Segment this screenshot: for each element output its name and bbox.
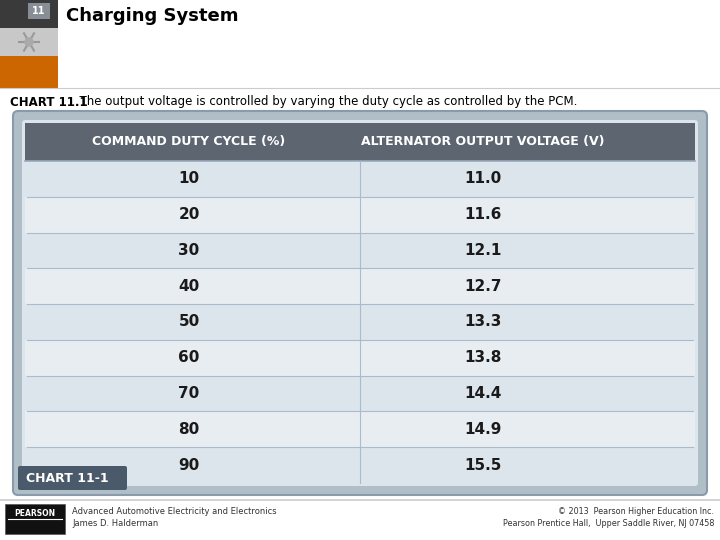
Circle shape [25,38,33,46]
Text: 80: 80 [179,422,199,437]
Text: CHART 11-1: CHART 11-1 [26,471,109,484]
Text: 11: 11 [32,6,46,16]
FancyBboxPatch shape [5,504,65,534]
Text: 70: 70 [179,386,199,401]
FancyBboxPatch shape [13,111,707,495]
Text: 40: 40 [179,279,199,294]
FancyBboxPatch shape [25,304,695,340]
Text: 12.1: 12.1 [464,243,502,258]
Text: 60: 60 [179,350,199,365]
Text: 15.5: 15.5 [464,457,502,472]
FancyBboxPatch shape [25,340,695,376]
Text: 10: 10 [179,171,199,186]
Text: 11.0: 11.0 [464,171,502,186]
Text: ALTERNATOR OUTPUT VOLTAGE (V): ALTERNATOR OUTPUT VOLTAGE (V) [361,136,605,148]
FancyBboxPatch shape [25,161,695,197]
FancyBboxPatch shape [22,120,698,486]
FancyBboxPatch shape [25,233,695,268]
Text: © 2013  Pearson Higher Education Inc.: © 2013 Pearson Higher Education Inc. [558,508,714,516]
FancyBboxPatch shape [25,123,695,161]
FancyBboxPatch shape [0,56,58,88]
Text: Pearson Prentice Hall,  Upper Saddle River, NJ 07458: Pearson Prentice Hall, Upper Saddle Rive… [503,519,714,529]
FancyBboxPatch shape [25,197,695,233]
Text: 30: 30 [179,243,199,258]
Text: 13.8: 13.8 [464,350,502,365]
Text: 50: 50 [179,314,199,329]
Text: The output voltage is controlled by varying the duty cycle as controlled by the : The output voltage is controlled by vary… [72,96,577,109]
Text: 90: 90 [179,457,199,472]
Text: PEARSON: PEARSON [14,510,55,518]
Text: COMMAND DUTY CYCLE (%): COMMAND DUTY CYCLE (%) [92,136,286,148]
Text: 14.4: 14.4 [464,386,502,401]
Text: Advanced Automotive Electricity and Electronics: Advanced Automotive Electricity and Elec… [72,508,276,516]
FancyBboxPatch shape [0,28,58,56]
Text: 12.7: 12.7 [464,279,502,294]
FancyBboxPatch shape [18,466,127,490]
Text: CHART 11.1: CHART 11.1 [10,96,88,109]
Text: 20: 20 [179,207,199,222]
FancyBboxPatch shape [28,3,50,19]
Text: Charging System: Charging System [66,7,238,25]
FancyBboxPatch shape [25,447,695,483]
FancyBboxPatch shape [25,411,695,447]
FancyBboxPatch shape [0,0,58,28]
Text: 13.3: 13.3 [464,314,502,329]
Text: 14.9: 14.9 [464,422,502,437]
FancyBboxPatch shape [25,376,695,411]
FancyBboxPatch shape [25,268,695,304]
Text: James D. Halderman: James D. Halderman [72,519,158,529]
Text: 11.6: 11.6 [464,207,502,222]
